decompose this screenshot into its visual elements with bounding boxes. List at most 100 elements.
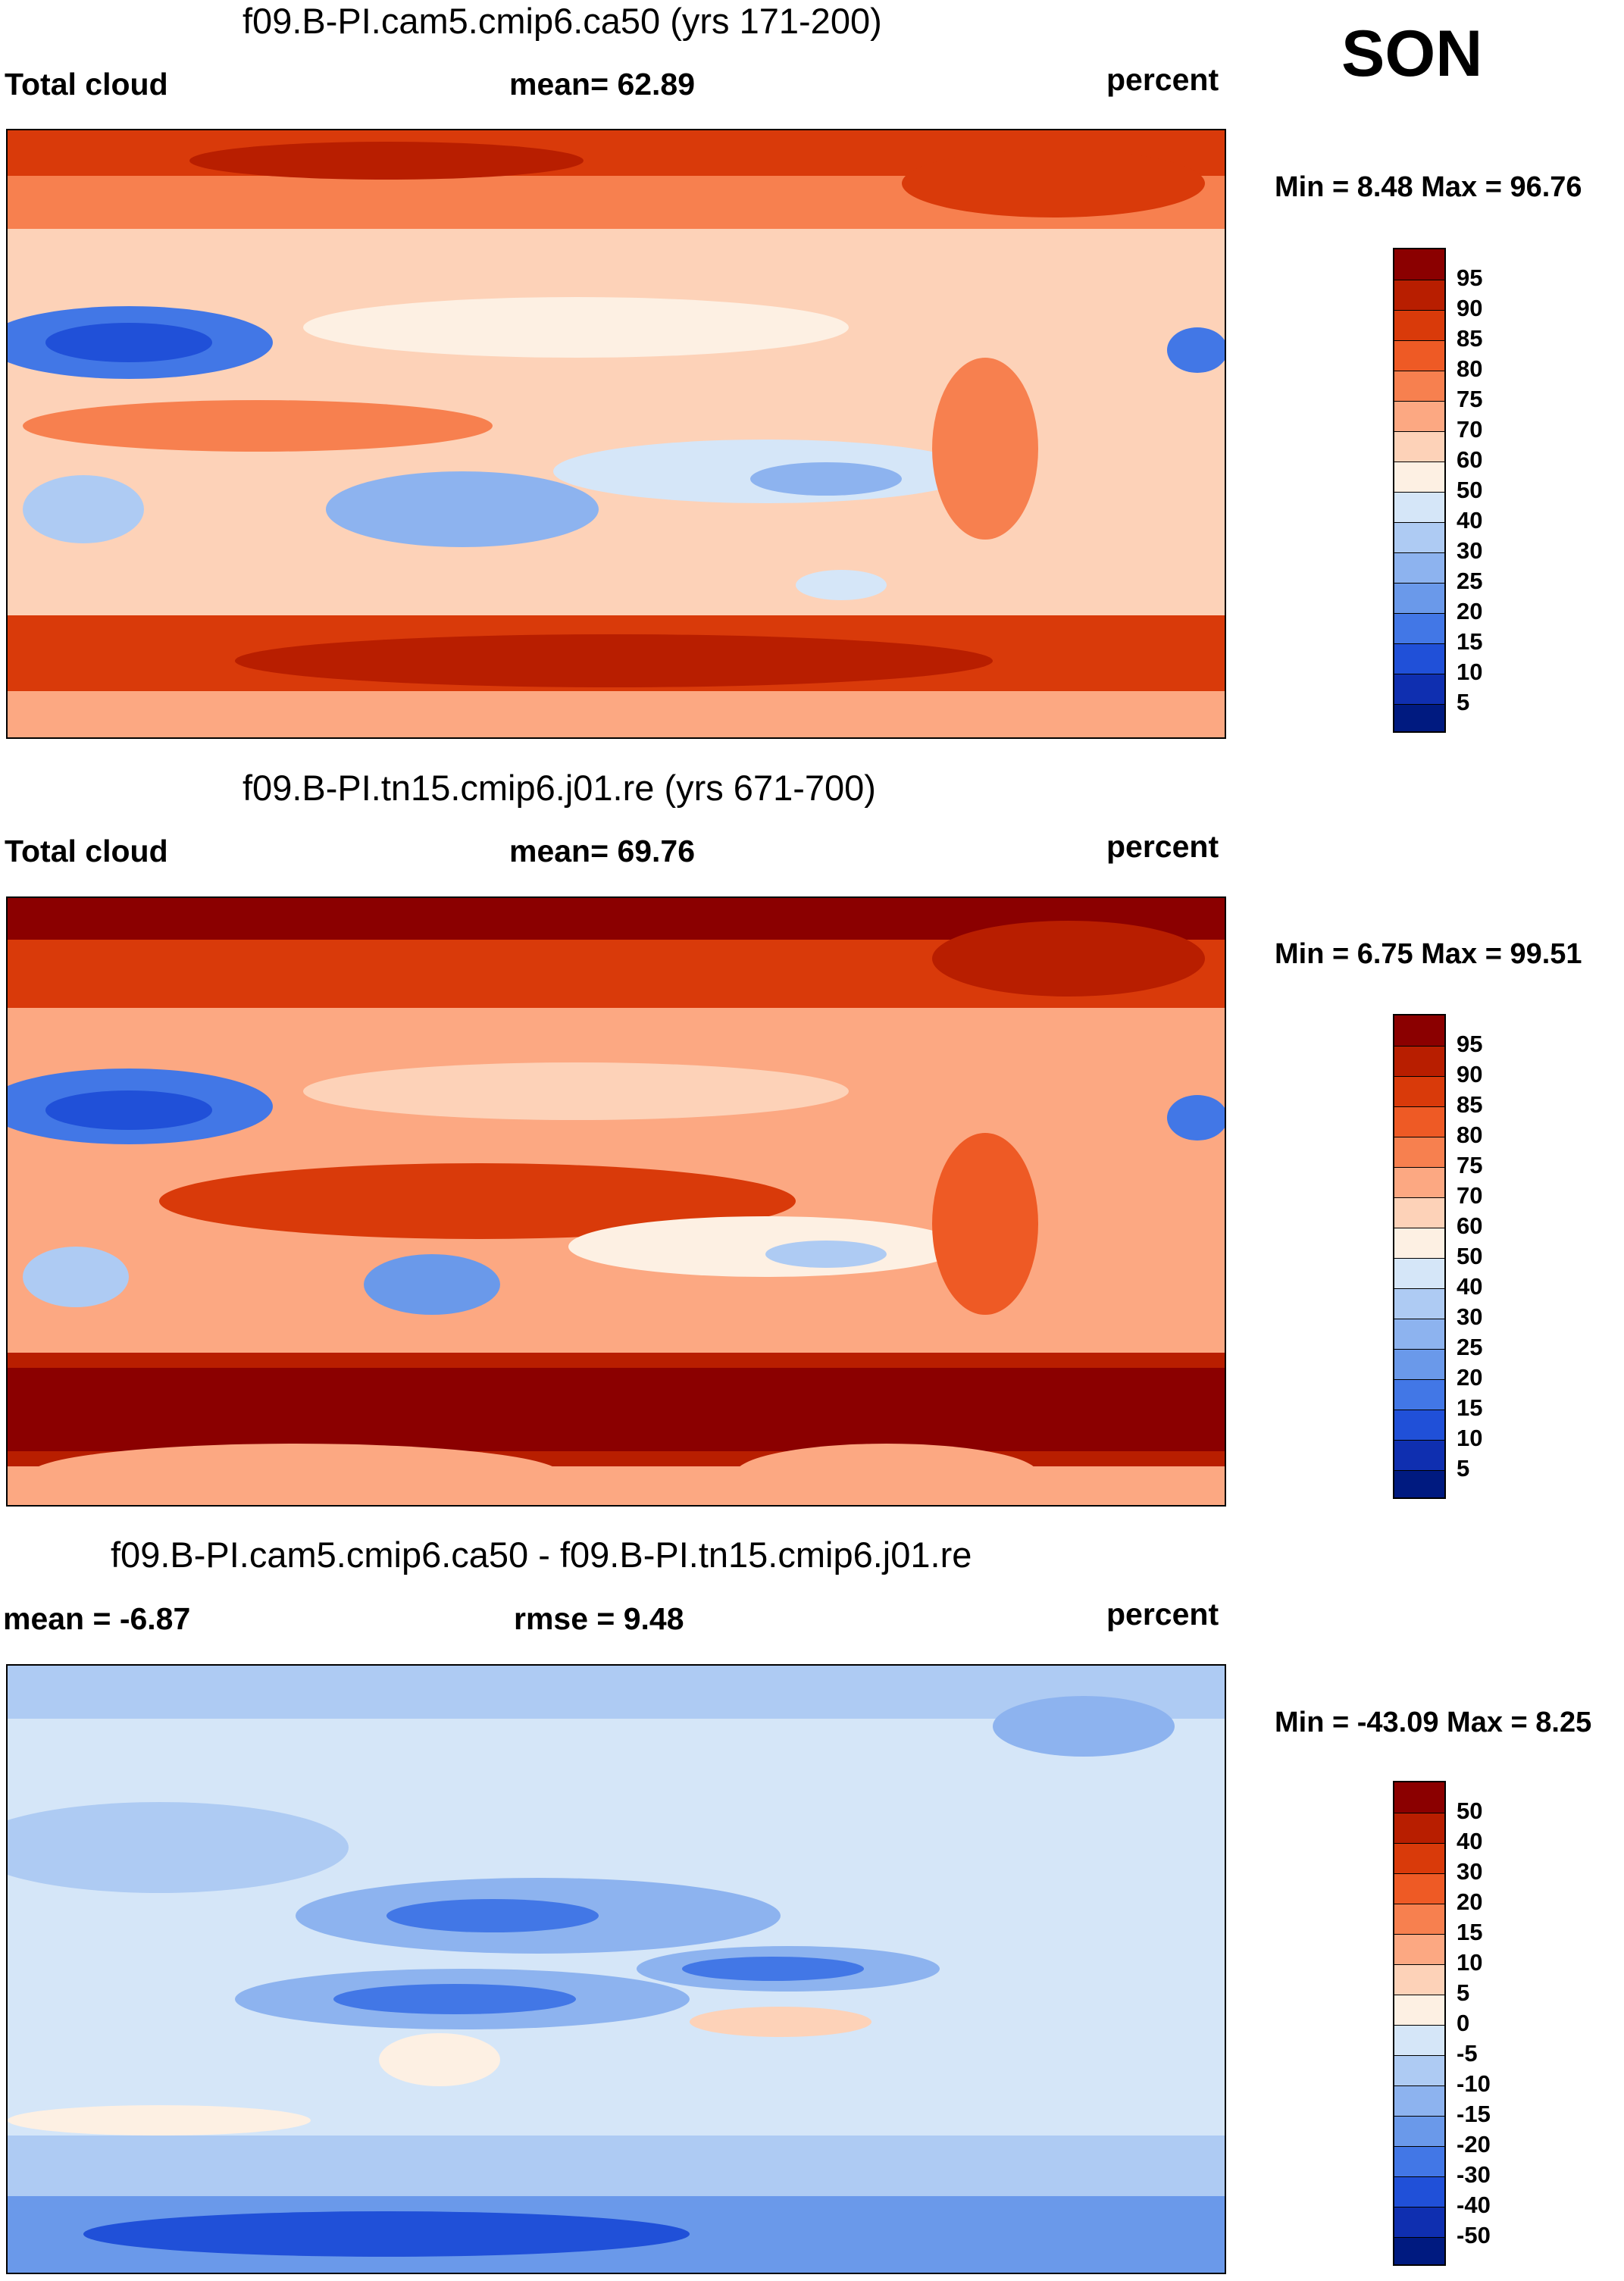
panel2-map-svg [8, 898, 1225, 1505]
panel3-rmse-label: rmse = 9.48 [514, 1601, 684, 1636]
panel2-map [6, 896, 1226, 1507]
cb1-tick: 50 [1457, 477, 1483, 503]
panel1-title: f09.B-PI.cam5.cmip6.ca50 (yrs 171-200) [243, 1, 882, 41]
cb2-tick: 30 [1457, 1303, 1483, 1330]
panel2-minmax: Min = 6.75 Max = 99.51 [1275, 938, 1582, 970]
cb1-box [1394, 340, 1444, 371]
cb1-tick: 85 [1457, 325, 1483, 352]
cb3-tick: -15 [1457, 2101, 1491, 2127]
cb1-tick: 10 [1457, 659, 1483, 685]
cb3-box [1394, 1813, 1444, 1843]
cb2-box [1394, 1076, 1444, 1106]
cb2-tick: 85 [1457, 1091, 1483, 1118]
cb1-box [1394, 643, 1444, 674]
cb3-tick: 10 [1457, 1949, 1483, 1976]
p2-samerica [932, 1133, 1038, 1315]
cb2-tick: 75 [1457, 1152, 1483, 1178]
panel1-map-svg [8, 130, 1225, 737]
cb2-tick: 20 [1457, 1364, 1483, 1391]
cb3-tick: 0 [1457, 2010, 1470, 2036]
cb3-tick: 20 [1457, 1888, 1483, 1915]
p1-itcz [23, 400, 493, 452]
panel1-variable-label: Total cloud [5, 67, 168, 102]
cb2-box [1394, 1319, 1444, 1349]
p3-eurasia [8, 1802, 349, 1893]
p2-sahara-core [45, 1090, 212, 1130]
cb2-tick: 40 [1457, 1273, 1483, 1300]
cb3-tick: -10 [1457, 2070, 1491, 2097]
cb1-box [1394, 704, 1444, 731]
cb3-box [1394, 1904, 1444, 1934]
cb3-box [1394, 1843, 1444, 1873]
panel1-map [6, 129, 1226, 739]
p3-antarctic-core [83, 2211, 690, 2257]
cb2-tick: 90 [1457, 1061, 1483, 1087]
cb1-box [1394, 492, 1444, 522]
p1-sahara-core [45, 323, 212, 362]
cb1-box [1394, 583, 1444, 613]
p2-sepac-core [765, 1241, 887, 1268]
p1-samerica [932, 358, 1038, 540]
p1-sh-clear [796, 570, 887, 600]
p2-australia-dry [364, 1254, 500, 1315]
panel3-colorbar [1393, 1781, 1446, 2266]
cb1-box [1394, 431, 1444, 462]
panel2-units-label: percent [1106, 829, 1219, 864]
cb3-box [1394, 2116, 1444, 2146]
p1-e-sahara-dry [1167, 327, 1225, 373]
cb1-box [1394, 613, 1444, 643]
cb2-tick: 15 [1457, 1394, 1483, 1421]
panel1-mean-label: mean= 62.89 [509, 67, 696, 102]
panel1-minmax: Min = 8.48 Max = 96.76 [1275, 171, 1582, 203]
panel3-title: f09.B-PI.cam5.cmip6.ca50 - f09.B-PI.tn15… [111, 1535, 972, 1575]
panel3-minmax: Min = -43.09 Max = 8.25 [1275, 1707, 1592, 1738]
cb1-box [1394, 371, 1444, 401]
cb3-tick: -30 [1457, 2161, 1491, 2188]
panel2-colorbar-labels: 95 90 85 80 75 70 60 50 40 30 25 20 15 1… [1457, 1029, 1482, 1484]
cb3-tick: 30 [1457, 1858, 1483, 1885]
cb1-tick: 90 [1457, 295, 1483, 321]
season-label: SON [1341, 17, 1483, 90]
cb3-tick: -20 [1457, 2131, 1491, 2157]
cb2-box [1394, 1349, 1444, 1379]
cb1-box [1394, 522, 1444, 552]
cb1-box [1394, 401, 1444, 431]
cb1-tick: 30 [1457, 537, 1483, 564]
cb2-box [1394, 1015, 1444, 1046]
cb1-tick: 75 [1457, 386, 1483, 412]
cb2-box [1394, 1288, 1444, 1319]
cb2-box [1394, 1137, 1444, 1167]
cb1-box [1394, 280, 1444, 310]
cb1-tick: 20 [1457, 598, 1483, 624]
cb3-box [1394, 1782, 1444, 1813]
cb2-tick: 95 [1457, 1031, 1483, 1057]
cb3-box [1394, 2207, 1444, 2237]
p3-spcz-core [333, 1984, 576, 2014]
cb3-box [1394, 2085, 1444, 2116]
cb2-box [1394, 1440, 1444, 1470]
panel3-map-svg [8, 1666, 1225, 2273]
cb1-box [1394, 462, 1444, 492]
cb3-tick: 5 [1457, 1979, 1470, 2006]
p3-so [8, 2136, 1225, 2196]
p3-australia [379, 2033, 500, 2086]
p2-npacific [303, 1062, 849, 1120]
cb3-tick: 40 [1457, 1828, 1483, 1854]
cb2-tick: 60 [1457, 1212, 1483, 1239]
cb1-box [1394, 674, 1444, 704]
p3-canada [993, 1696, 1175, 1757]
panel1-colorbar-labels: 95 90 85 80 75 70 60 50 40 30 25 20 15 1… [1457, 263, 1482, 718]
cb2-tick: 10 [1457, 1425, 1483, 1451]
panel3-mean-label: mean = -6.87 [3, 1601, 191, 1636]
cb2-tick: 5 [1457, 1455, 1470, 1482]
cb1-tick: 95 [1457, 264, 1483, 291]
cb2-tick: 80 [1457, 1122, 1483, 1148]
panel2-mean-label: mean= 69.76 [509, 834, 696, 868]
cb1-box [1394, 249, 1444, 280]
cb2-box [1394, 1470, 1444, 1497]
cb3-box [1394, 2176, 1444, 2207]
cb1-tick: 40 [1457, 507, 1483, 533]
p2-canada-cloud [932, 921, 1205, 997]
p1-australia-dry [326, 471, 599, 547]
cb3-tick: 50 [1457, 1798, 1483, 1824]
